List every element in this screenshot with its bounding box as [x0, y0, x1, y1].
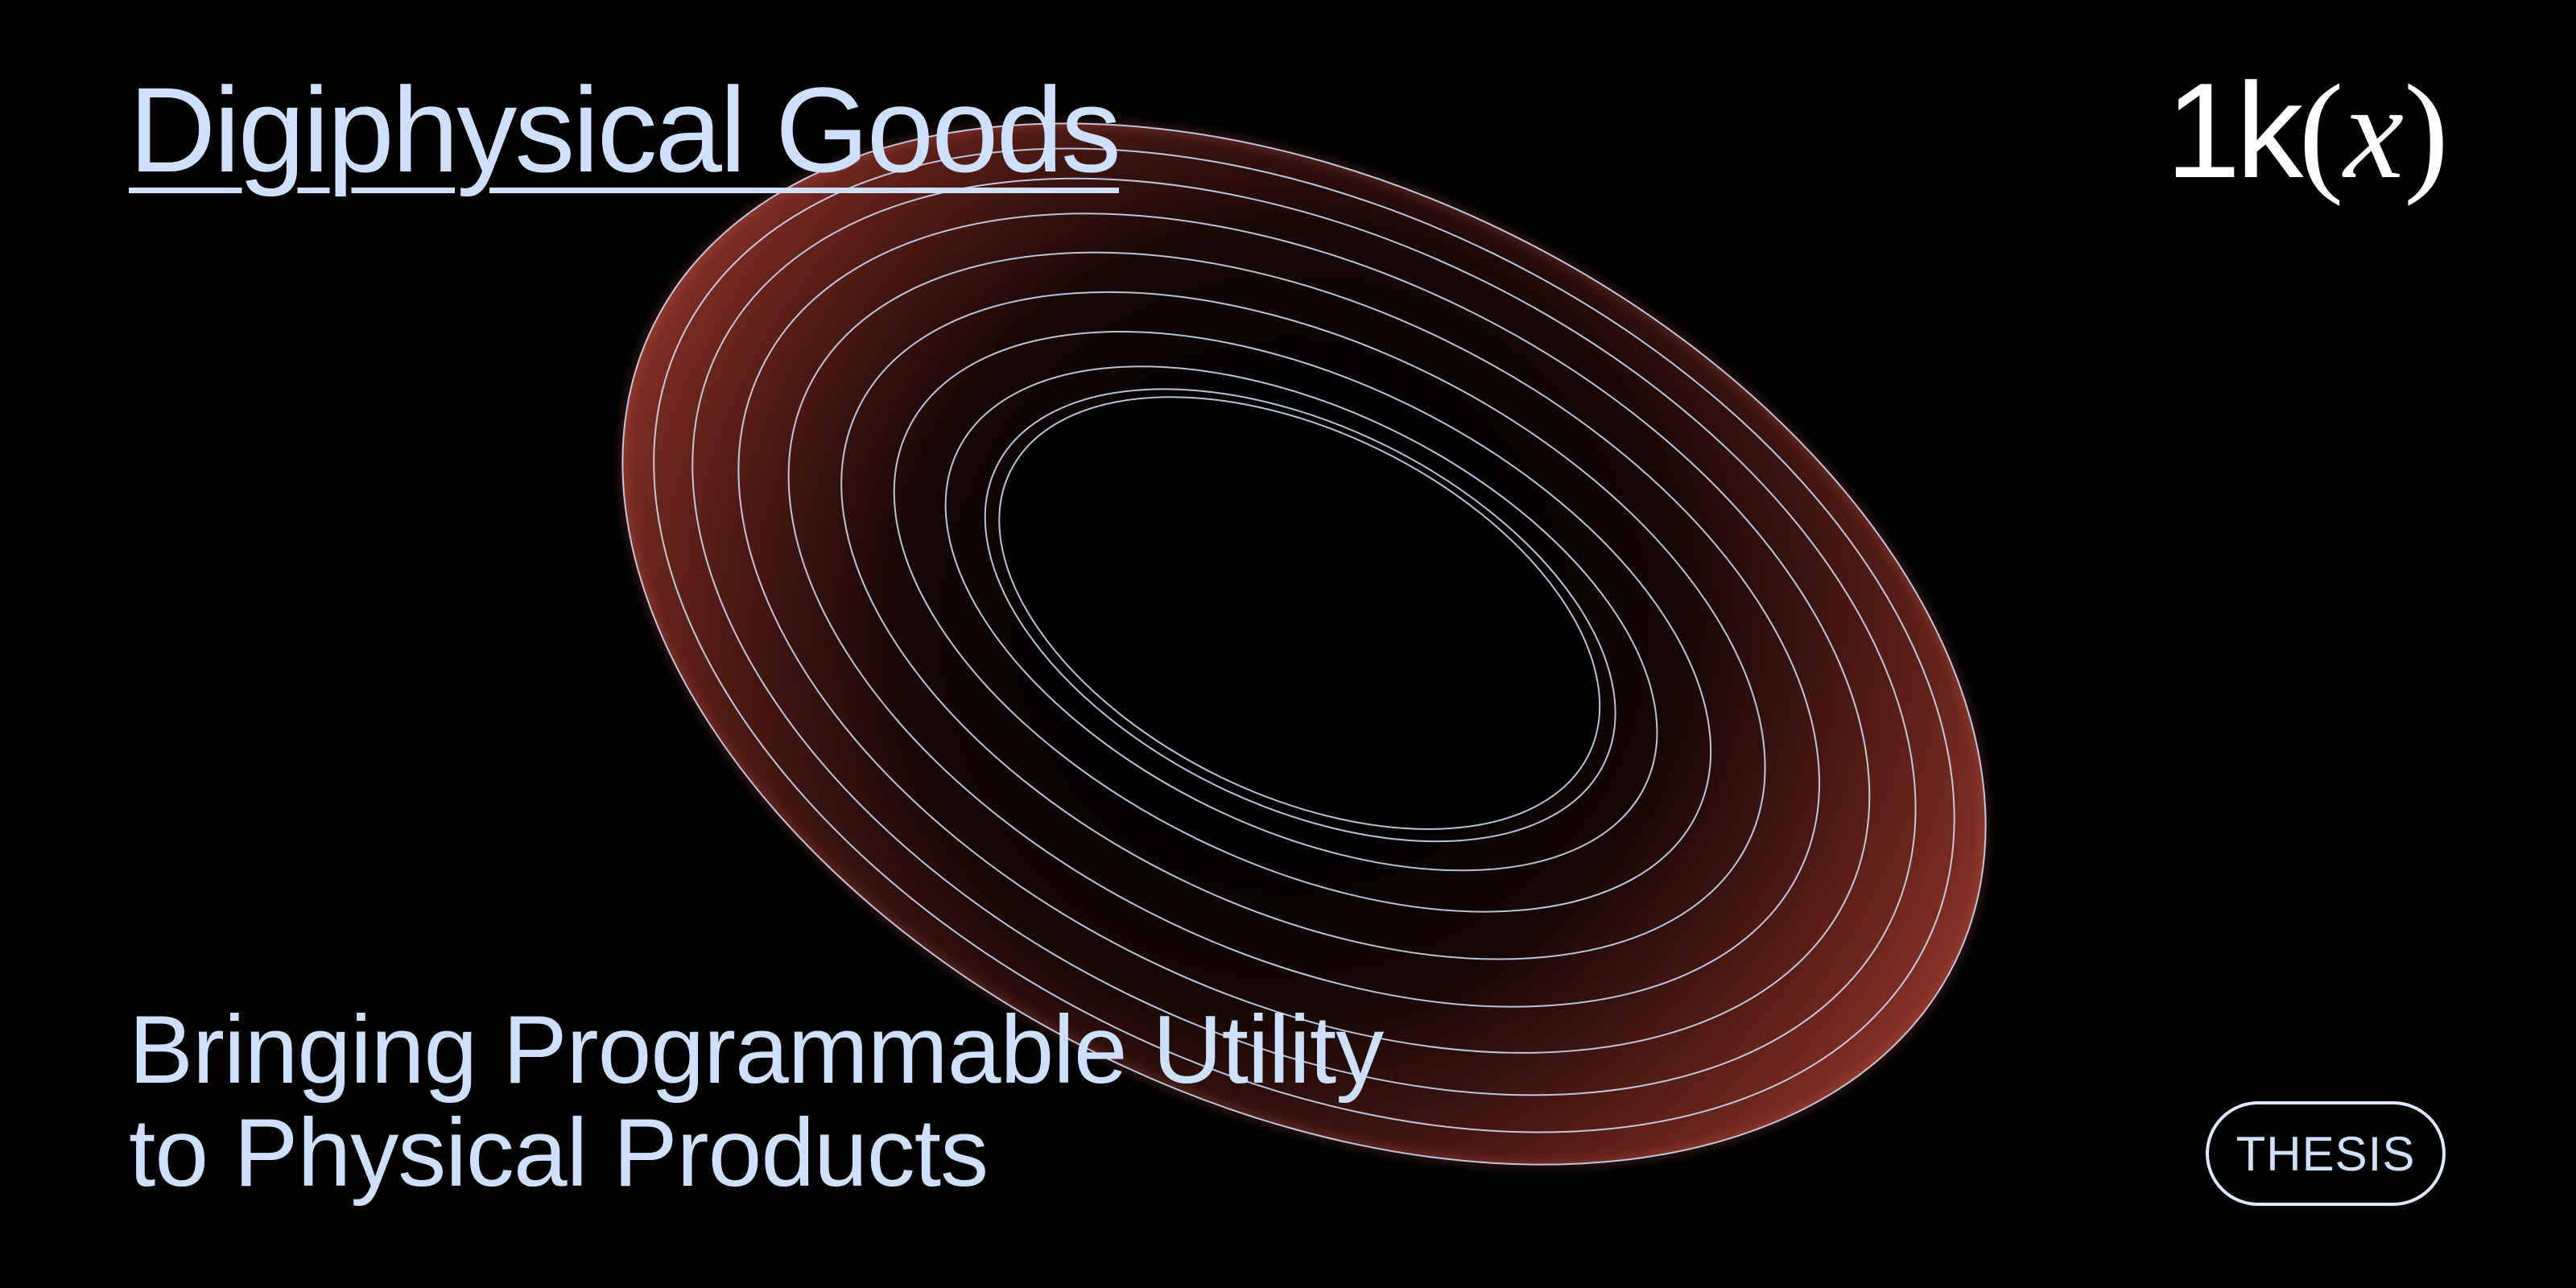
brand-logo: 1k(x)	[2165, 63, 2449, 200]
thesis-badge: THESIS	[2206, 1101, 2446, 1206]
brand-prefix: 1k	[2165, 55, 2303, 206]
brand-variable: x	[2343, 57, 2405, 207]
page-subtitle: Bringing Programmable Utility to Physica…	[129, 996, 1384, 1207]
brand-open-paren: (	[2298, 57, 2344, 207]
torus-contours	[621, 122, 1987, 1166]
torus-body	[620, 121, 1988, 1167]
subtitle-line-1: Bringing Programmable Utility	[129, 996, 1384, 1104]
subtitle-line-2: to Physical Products	[129, 1099, 989, 1207]
page-title: Digiphysical Goods	[129, 62, 1121, 197]
brand-close-paren: )	[2404, 57, 2449, 207]
